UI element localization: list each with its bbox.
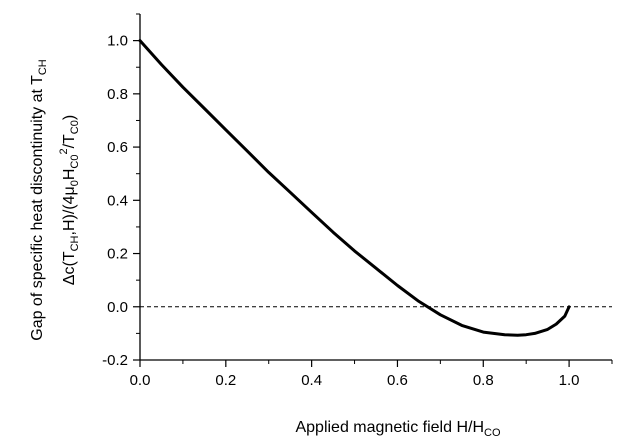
y-axis-label-text: /T — [61, 134, 78, 148]
series — [138, 39, 571, 337]
x-tick-label: 0.4 — [301, 372, 322, 389]
y-tick-label: 0.4 — [107, 192, 128, 209]
y-axis-label-text: H — [61, 169, 78, 181]
y-axis-label-text: ) — [61, 115, 78, 120]
x-tick-label: 0.0 — [130, 372, 151, 389]
y-axis-label-subscript: CH — [69, 235, 81, 251]
x-tick-label: 1.0 — [559, 372, 580, 389]
y-tick-label: 0.8 — [107, 86, 128, 103]
y-tick-labels: -0.2 0.0 0.2 0.4 0.6 0.8 1.0 — [102, 33, 128, 369]
x-tick-label: 0.6 — [387, 372, 408, 389]
y-axis-label-subscript: CH — [37, 59, 49, 75]
y-axis-label-text: Gap of specific heat discontinuity at T — [29, 75, 46, 341]
x-tick-label: 0.2 — [215, 372, 236, 389]
y-tick-label: 0.0 — [107, 299, 128, 316]
y-axis-label-line2: Δc(TCH,H)/(4μ0HC02/TC0) — [58, 115, 81, 285]
y-axis-label-subscript: C0 — [69, 155, 81, 169]
y-axis-label-superscript: 2 — [58, 148, 70, 154]
y-axis-label-line1: Gap of specific heat discontinuity at TC… — [29, 59, 49, 341]
x-tick-labels: 0.0 0.2 0.4 0.6 0.8 1.0 — [130, 372, 580, 389]
y-axis-label-subscript: C0 — [69, 120, 81, 134]
y-axis-label-text: Δc(T — [61, 251, 78, 285]
y-tick-label: 0.2 — [107, 246, 128, 263]
x-axis-label-text: Applied magnetic field H/H — [295, 419, 484, 436]
axes — [139, 14, 612, 361]
series-line — [138, 39, 571, 337]
y-axis-label-text: ,H)/(4μ — [61, 186, 78, 235]
tick-marks — [133, 13, 613, 367]
x-axis-label: Applied magnetic field H/HCO — [295, 419, 500, 439]
y-tick-label: 1.0 — [107, 33, 128, 50]
y-tick-label: 0.6 — [107, 139, 128, 156]
x-axis-label-subscript: CO — [484, 427, 501, 439]
x-tick-label: 0.8 — [473, 372, 494, 389]
y-axis-label-subscript: 0 — [69, 180, 81, 186]
y-tick-label: -0.2 — [102, 352, 128, 369]
